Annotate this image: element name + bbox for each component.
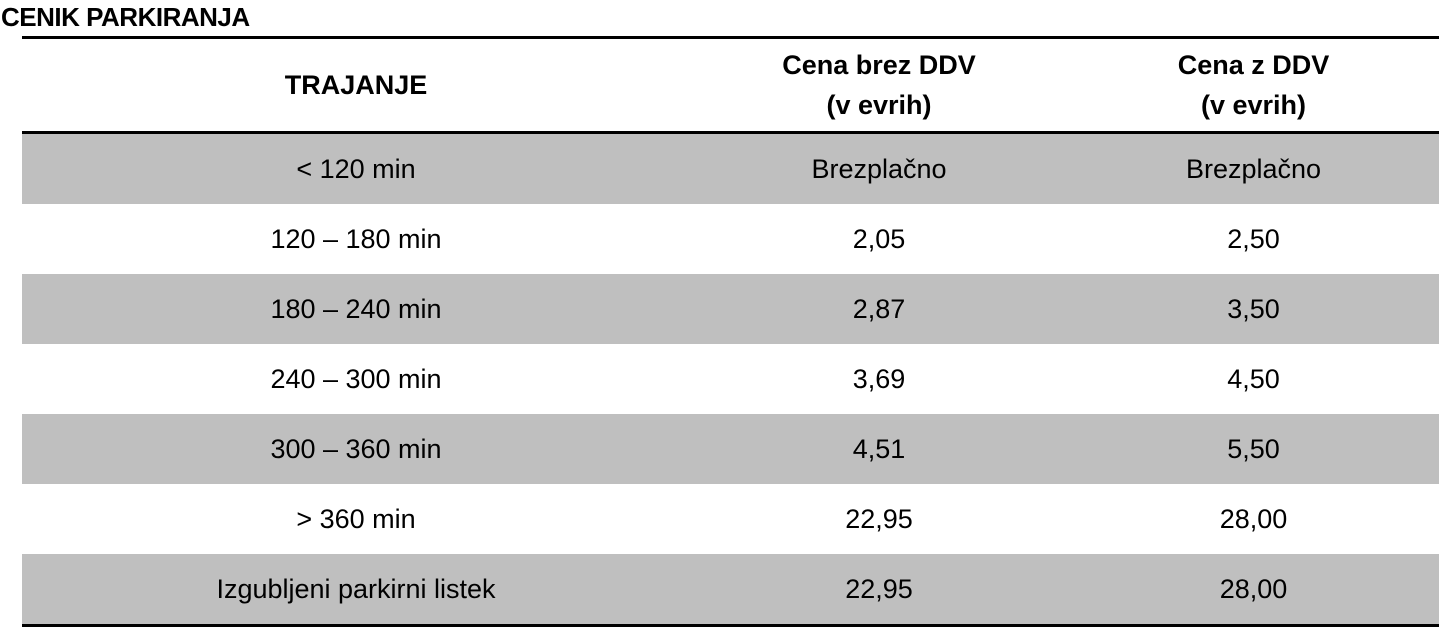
header-duration: TRAJANJE — [22, 65, 690, 105]
table-row: > 360 min 22,95 28,00 — [22, 484, 1439, 554]
duration-cell: 240 – 300 min — [270, 364, 442, 394]
table-header: TRAJANJE Cena brez DDV (v evrih) Cena z … — [22, 39, 1439, 134]
price-incl-vat-cell: 3,50 — [1227, 294, 1280, 324]
price-excl-vat-cell: Brezplačno — [811, 154, 947, 184]
duration-cell: 300 – 360 min — [270, 434, 442, 464]
header-price-excl-vat: Cena brez DDV (v evrih) — [690, 45, 1068, 125]
table-row: 120 – 180 min 2,05 2,50 — [22, 204, 1439, 274]
table-row: 300 – 360 min 4,51 5,50 — [22, 414, 1439, 484]
table-top-rule — [22, 36, 1439, 39]
price-excl-vat-cell: 3,69 — [852, 364, 906, 394]
price-excl-vat-cell: 22,95 — [845, 574, 913, 604]
header-price-excl-vat-line2: (v evrih) — [826, 90, 932, 120]
header-price-excl-vat-line1: Cena brez DDV — [782, 50, 976, 80]
price-excl-vat-cell: 2,05 — [852, 224, 906, 254]
header-price-incl-vat-line1: Cena z DDV — [1177, 50, 1330, 80]
price-incl-vat-cell: 28,00 — [1219, 504, 1288, 534]
header-duration-label: TRAJANJE — [284, 70, 428, 100]
price-incl-vat-cell: 4,50 — [1227, 364, 1280, 394]
price-incl-vat-cell: 5,50 — [1227, 434, 1280, 464]
price-incl-vat-cell: Brezplačno — [1185, 154, 1322, 184]
table-row: 240 – 300 min 3,69 4,50 — [22, 344, 1439, 414]
table-row: 180 – 240 min 2,87 3,50 — [22, 274, 1439, 344]
price-excl-vat-cell: 2,87 — [852, 294, 906, 324]
table-bottom-rule — [22, 624, 1439, 627]
duration-cell: 120 – 180 min — [270, 224, 442, 254]
price-incl-vat-cell: 28,00 — [1219, 574, 1288, 604]
header-price-incl-vat: Cena z DDV (v evrih) — [1068, 45, 1439, 125]
price-incl-vat-cell: 2,50 — [1227, 224, 1280, 254]
duration-cell: 180 – 240 min — [270, 294, 442, 324]
table-row: < 120 min Brezplačno Brezplačno — [22, 134, 1439, 204]
price-excl-vat-cell: 22,95 — [845, 504, 913, 534]
page-title: CENIK PARKIRANJA — [1, 2, 250, 32]
duration-cell: < 120 min — [296, 154, 416, 184]
price-table: TRAJANJE Cena brez DDV (v evrih) Cena z … — [22, 36, 1439, 627]
duration-cell: > 360 min — [296, 504, 416, 534]
price-excl-vat-cell: 4,51 — [852, 434, 906, 464]
table-row: Izgubljeni parkirni listek 22,95 28,00 — [22, 554, 1439, 624]
duration-cell: Izgubljeni parkirni listek — [216, 574, 496, 604]
header-price-incl-vat-line2: (v evrih) — [1200, 90, 1307, 120]
